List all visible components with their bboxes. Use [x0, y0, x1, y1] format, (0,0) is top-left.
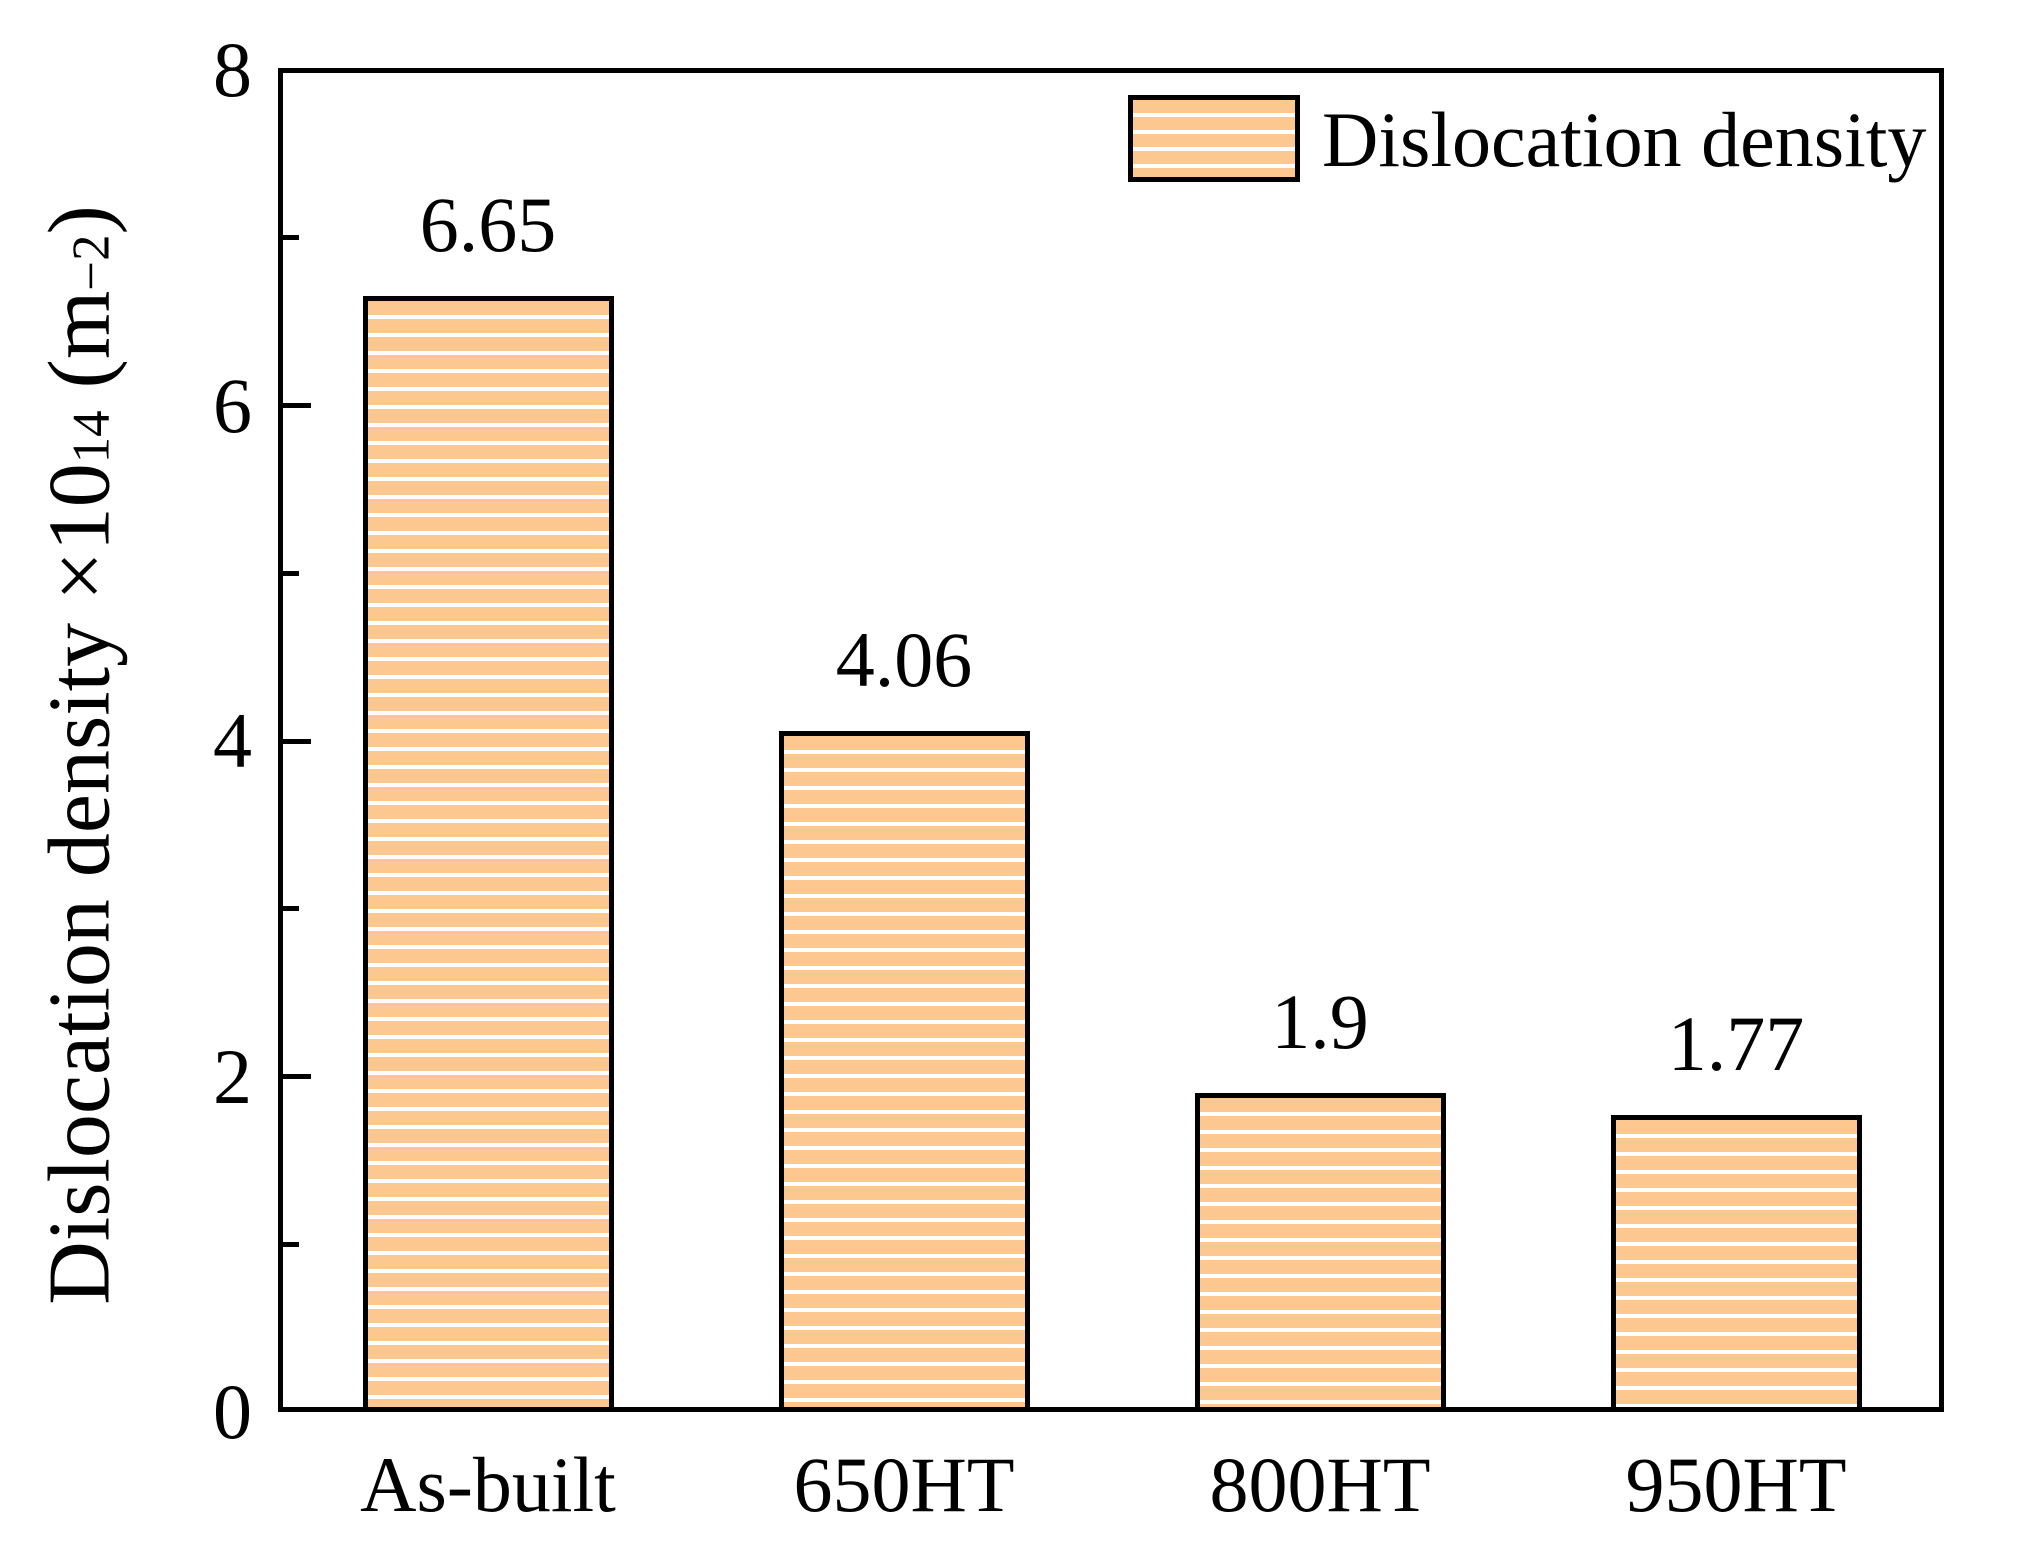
plot-frame: [278, 68, 1944, 1412]
y-tick-label: 2: [213, 1032, 252, 1120]
legend-swatch-icon: [1128, 95, 1300, 182]
bar-value-label: 4.06: [835, 615, 973, 703]
y-minor-tick: [283, 235, 299, 241]
y-major-tick: [283, 738, 311, 744]
y-tick-label: 8: [213, 26, 252, 113]
x-tick-label: As-built: [360, 1441, 616, 1528]
y-tick-label: 0: [213, 1368, 252, 1455]
y-tick-label: 4: [213, 697, 252, 784]
x-tick-label: 800HT: [1209, 1441, 1431, 1528]
bar-950HT: [1610, 1115, 1862, 1412]
y-minor-tick: [283, 570, 299, 576]
y-axis-title-main: Dislocation density ×10: [31, 463, 129, 1305]
x-tick-label: 950HT: [1625, 1441, 1847, 1528]
y-minor-tick: [283, 906, 299, 912]
bar-value-label: 6.65: [419, 181, 557, 269]
bar-As-built: [362, 296, 614, 1412]
bar-value-label: 1.9: [1271, 978, 1369, 1066]
bar-value-label: 1.77: [1667, 1000, 1805, 1088]
y-major-tick: [283, 1074, 311, 1079]
bar-800HT: [1194, 1093, 1446, 1412]
y-minor-tick: [283, 1241, 299, 1247]
y-major-tick: [283, 403, 311, 408]
x-tick-label: 650HT: [793, 1441, 1015, 1528]
legend-label: Dislocation density: [1322, 96, 1927, 183]
y-axis-title-unit-exponent: −2: [62, 234, 121, 291]
y-tick-label: 6: [213, 361, 252, 449]
bar-650HT: [778, 730, 1030, 1412]
y-axis-title-unit-suffix: ): [31, 205, 129, 235]
